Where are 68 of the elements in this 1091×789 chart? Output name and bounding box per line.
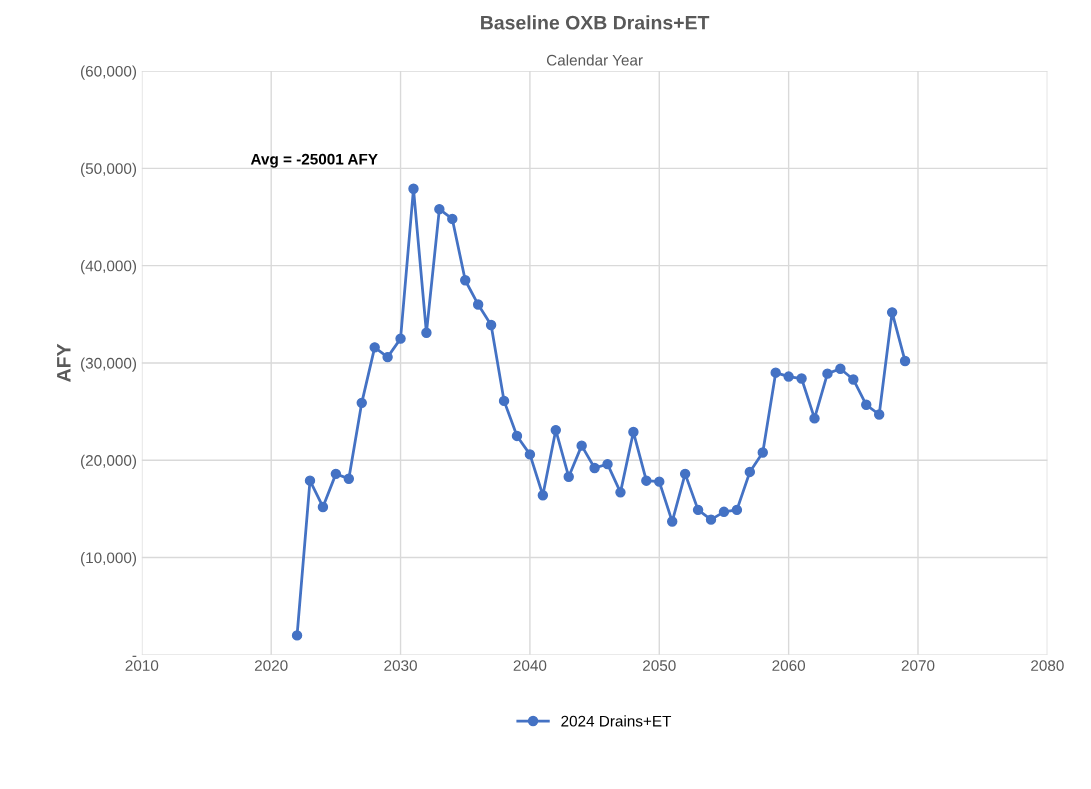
- point: [615, 487, 626, 498]
- point: [434, 203, 445, 215]
- x-axis-title: Calendar Year: [546, 54, 643, 66]
- x-tick-label: 2080: [1031, 660, 1064, 671]
- point: [369, 342, 380, 353]
- point: [382, 351, 393, 363]
- y-tick-label: (30,000): [81, 357, 137, 372]
- point: [511, 430, 523, 442]
- point: [641, 475, 652, 486]
- point: [770, 367, 781, 378]
- x-tick-label: 2020: [254, 660, 288, 671]
- y-tick-label: -: [132, 655, 137, 657]
- legend-label: 2024 Drains+ET: [561, 715, 672, 727]
- point: [421, 327, 432, 338]
- point: [472, 299, 484, 310]
- point: [589, 462, 600, 474]
- x-tick-label: 2010: [125, 660, 159, 671]
- x-tick-label: 2040: [513, 660, 547, 671]
- y-tick-label: (60,000): [81, 65, 137, 80]
- point: [317, 501, 329, 513]
- point: [460, 275, 471, 286]
- point: [576, 440, 587, 451]
- point: [692, 504, 704, 516]
- point: [873, 409, 885, 420]
- y-tick-label: (50,000): [81, 162, 137, 178]
- annotation: Avg = -25001 AFY: [250, 153, 378, 168]
- point: [654, 476, 665, 487]
- point: [602, 458, 613, 470]
- point: [886, 307, 898, 318]
- x-tick-label: 2030: [384, 660, 417, 671]
- point: [861, 399, 872, 410]
- x-tick-label: 2060: [772, 660, 806, 671]
- point: [343, 473, 355, 484]
- y-tick-label: (20,000): [81, 454, 137, 469]
- point: [330, 468, 342, 480]
- point: [757, 447, 768, 458]
- point: [822, 368, 833, 379]
- point: [744, 466, 756, 478]
- point: [809, 413, 820, 424]
- point: [628, 426, 639, 438]
- point: [731, 504, 743, 516]
- point: [835, 363, 846, 374]
- point: [796, 373, 807, 384]
- point: [537, 490, 549, 501]
- point: [356, 397, 367, 409]
- y-tick-label: (10,000): [81, 552, 137, 567]
- point: [667, 516, 678, 527]
- point: [447, 213, 458, 225]
- x-tick-label: 2050: [643, 660, 676, 671]
- point: [395, 333, 406, 344]
- y-tick-label: (40,000): [81, 260, 137, 275]
- point: [524, 449, 536, 460]
- point: [291, 630, 303, 641]
- point: [705, 514, 717, 525]
- point: [304, 475, 316, 486]
- point: [848, 374, 859, 385]
- point: [550, 424, 561, 436]
- point: [498, 395, 510, 407]
- point: [563, 471, 574, 483]
- point: [899, 355, 911, 367]
- point: [783, 371, 794, 382]
- x-tick-label: 2070: [901, 660, 935, 671]
- point: [485, 319, 497, 331]
- point: [679, 468, 691, 480]
- point: [718, 506, 730, 518]
- point: [408, 183, 419, 194]
- chart-title: Baseline OXB Drains+ET: [481, 15, 710, 30]
- y-axis-title: AFY: [57, 343, 71, 382]
